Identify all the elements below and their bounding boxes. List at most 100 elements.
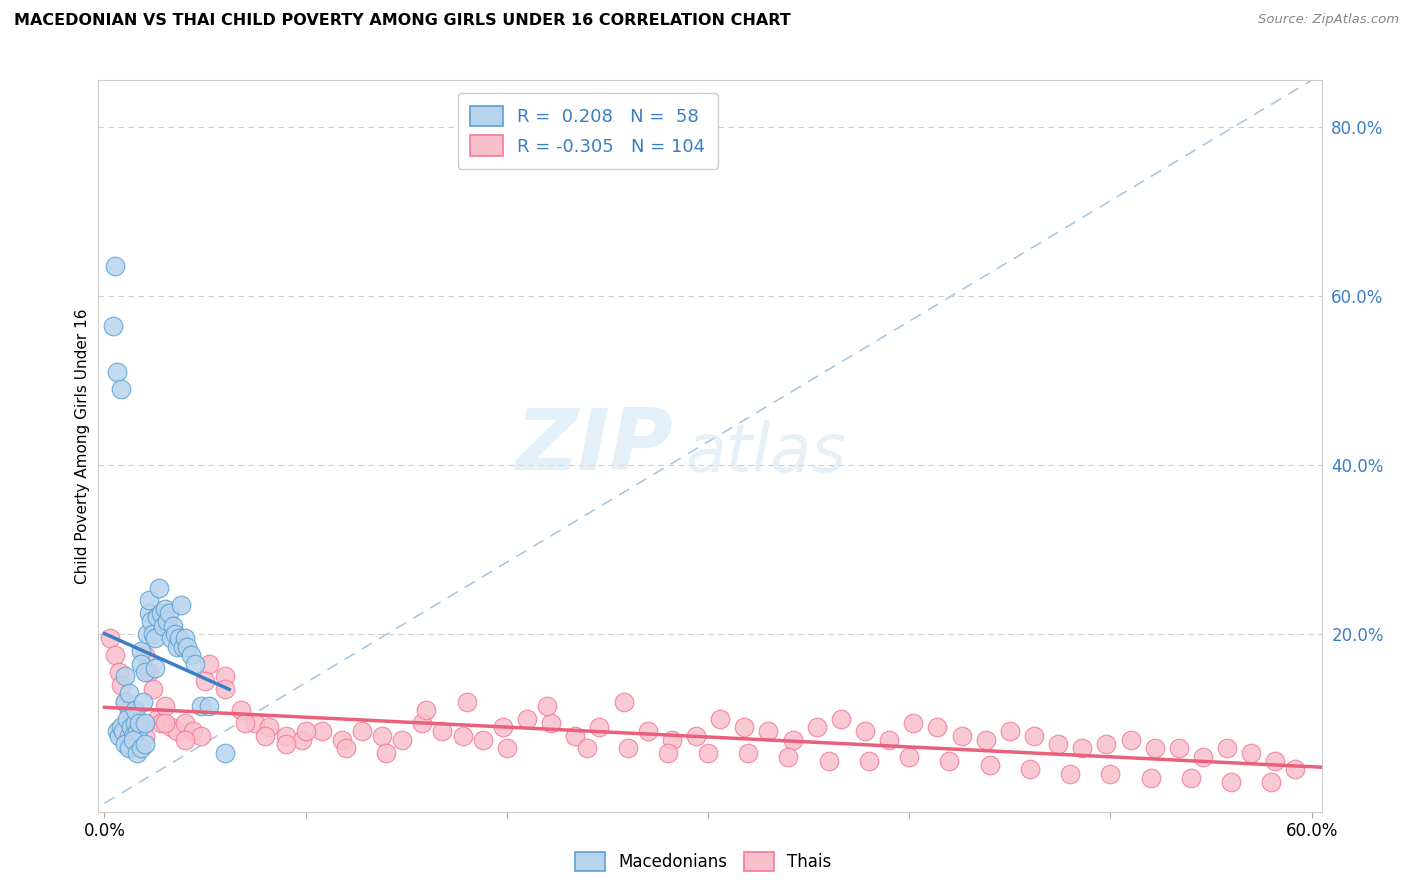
Point	[1099, 766, 1122, 780]
Point	[371, 729, 394, 743]
Point	[157, 606, 180, 620]
Point	[190, 699, 212, 714]
Point	[184, 657, 207, 671]
Point	[117, 741, 139, 756]
Point	[415, 703, 437, 717]
Point	[294, 724, 316, 739]
Point	[103, 648, 125, 663]
Point	[830, 712, 852, 726]
Point	[180, 648, 202, 663]
Point	[1143, 741, 1166, 756]
Point	[148, 581, 170, 595]
Point	[335, 741, 357, 756]
Point	[121, 732, 143, 747]
Point	[170, 598, 193, 612]
Point	[110, 720, 132, 734]
Point	[174, 632, 197, 646]
Point	[143, 632, 166, 646]
Point	[877, 732, 900, 747]
Point	[637, 724, 659, 739]
Point	[938, 754, 960, 768]
Y-axis label: Child Poverty Among Girls Under 16: Child Poverty Among Girls Under 16	[75, 309, 90, 583]
Text: MACEDONIAN VS THAI CHILD POVERTY AMONG GIRLS UNDER 16 CORRELATION CHART: MACEDONIAN VS THAI CHILD POVERTY AMONG G…	[14, 13, 790, 29]
Point	[214, 669, 236, 683]
Point	[1022, 729, 1045, 743]
Point	[114, 724, 136, 739]
Point	[149, 715, 172, 730]
Point	[411, 715, 433, 730]
Point	[1095, 737, 1118, 751]
Point	[134, 665, 156, 680]
Point	[516, 712, 538, 726]
Point	[105, 365, 128, 379]
Point	[588, 720, 610, 734]
Point	[134, 648, 156, 663]
Point	[163, 627, 186, 641]
Point	[166, 640, 188, 654]
Point	[540, 715, 562, 730]
Point	[149, 606, 172, 620]
Point	[274, 729, 297, 743]
Point	[114, 737, 136, 751]
Point	[117, 703, 139, 717]
Point	[231, 703, 253, 717]
Point	[145, 610, 167, 624]
Point	[138, 593, 160, 607]
Text: atlas: atlas	[686, 420, 846, 486]
Point	[194, 673, 217, 688]
Point	[143, 661, 166, 675]
Point	[153, 699, 176, 714]
Point	[1019, 763, 1042, 777]
Point	[1240, 746, 1263, 760]
Legend: R =  0.208   N =  58, R = -0.305   N = 104: R = 0.208 N = 58, R = -0.305 N = 104	[457, 93, 718, 169]
Point	[214, 746, 236, 760]
Text: Source: ZipAtlas.com: Source: ZipAtlas.com	[1258, 13, 1399, 27]
Point	[451, 729, 474, 743]
Point	[1167, 741, 1189, 756]
Point	[214, 682, 236, 697]
Point	[1180, 771, 1202, 785]
Point	[129, 644, 152, 658]
Point	[110, 382, 132, 396]
Point	[142, 682, 165, 697]
Point	[114, 669, 136, 683]
Point	[536, 699, 558, 714]
Point	[1216, 741, 1239, 756]
Point	[817, 754, 839, 768]
Point	[160, 720, 183, 734]
Legend: Macedonians, Thais: Macedonians, Thais	[567, 843, 839, 880]
Point	[1260, 775, 1282, 789]
Point	[128, 715, 150, 730]
Point	[153, 715, 176, 730]
Point	[291, 732, 314, 747]
Point	[1139, 771, 1161, 785]
Text: ZIP: ZIP	[516, 404, 673, 488]
Point	[117, 686, 139, 700]
Point	[100, 632, 122, 646]
Point	[657, 746, 679, 760]
Point	[166, 724, 188, 739]
Point	[174, 732, 197, 747]
Point	[135, 627, 157, 641]
Point	[142, 627, 165, 641]
Point	[124, 703, 146, 717]
Point	[661, 732, 683, 747]
Point	[131, 695, 153, 709]
Point	[564, 729, 586, 743]
Point	[107, 729, 129, 743]
Point	[1059, 766, 1081, 780]
Point	[121, 707, 143, 722]
Point	[134, 715, 156, 730]
Point	[190, 729, 212, 743]
Point	[898, 749, 921, 764]
Point	[129, 657, 152, 671]
Point	[1119, 732, 1142, 747]
Point	[167, 632, 190, 646]
Point	[495, 741, 517, 756]
Point	[114, 695, 136, 709]
Point	[259, 720, 281, 734]
Point	[198, 657, 221, 671]
Point	[998, 724, 1021, 739]
Point	[709, 712, 731, 726]
Point	[492, 720, 515, 734]
